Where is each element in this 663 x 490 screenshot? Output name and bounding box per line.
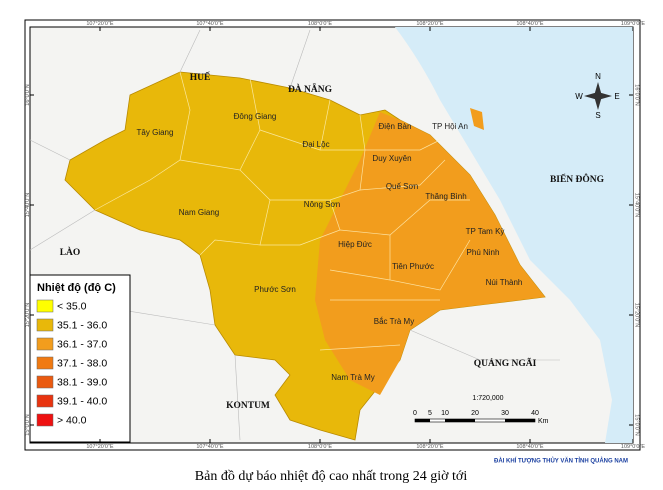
lon-label: 107°40'0"E [196, 444, 224, 450]
legend-swatch [36, 356, 54, 370]
lon-label: 107°40'0"E [196, 21, 224, 27]
district-borders [94, 71, 471, 351]
hot-zone [315, 112, 545, 395]
compass: N E S W [575, 72, 619, 120]
sea [395, 27, 633, 443]
scale-tick: 0 [413, 410, 417, 417]
regions: HUẾ ĐÀ NẴNG LÀO KONTUM QUẢNG NGÃI BIỂN Đ… [60, 70, 605, 411]
lat-label: 15°40'0"N [634, 193, 640, 217]
scale-segment [505, 419, 535, 422]
legend: Nhiệt độ (độ C) < 35.0 35.1 - 36.0 36.1 - 3… [29, 274, 131, 443]
legend-swatch [36, 375, 54, 389]
district: Duy Xuyên [372, 154, 411, 163]
lat-label: 15°0'0"N [25, 414, 31, 435]
scale-ratio: 1:720,000 [472, 395, 503, 402]
region: HUẾ [190, 70, 211, 83]
district: Nam Giang [179, 208, 219, 217]
scale-segment [415, 419, 430, 422]
scale-segment [445, 419, 475, 422]
scale-tick: 20 [471, 410, 479, 417]
compass-s: S [595, 111, 600, 120]
lat-label: 16°0'0"N [25, 84, 31, 105]
districts: Tây Giang Đông Giang Đại Lộc Điện Bàn TP… [137, 112, 523, 382]
district: Phú Ninh [467, 248, 500, 257]
district: Hiệp Đức [338, 240, 372, 249]
lon-label: 108°20'0"E [416, 21, 444, 27]
region: KONTUM [226, 401, 270, 411]
district: Điện Bàn [379, 122, 412, 131]
lon-label: 108°40'0"E [516, 21, 544, 27]
legend-swatch [36, 299, 54, 313]
district: Thăng Bình [425, 192, 466, 201]
lat-label: 15°20'0"N [634, 303, 640, 327]
region: ĐÀ NẴNG [288, 82, 333, 95]
legend-swatch [36, 318, 54, 332]
legend-label: 38.1 - 39.0 [57, 376, 107, 388]
graticule: 107°20'0"E 107°20'0"E 107°40'0"E 107°40'0"E… [25, 21, 645, 450]
district: Quế Sơn [386, 182, 418, 191]
lon-label: 109°0'0"E [621, 444, 645, 450]
lon-label: 108°40'0"E [516, 444, 544, 450]
legend-title: Nhiệt độ (độ C) [37, 282, 116, 294]
compass-rose [584, 82, 612, 110]
legend-swatch [36, 394, 54, 408]
district: Đại Lộc [302, 140, 329, 149]
lon-label: 108°0'0"E [308, 21, 332, 27]
district: Bắc Trà My [374, 317, 414, 326]
district: TP Hội An [432, 122, 468, 131]
lon-label: 107°20'0"E [86, 444, 114, 450]
scale-unit: Km [538, 418, 549, 425]
legend-label: 35.1 - 36.0 [57, 319, 107, 331]
lon-label: 107°20'0"E [86, 21, 114, 27]
scale-tick: 30 [501, 410, 509, 417]
compass-e: E [614, 92, 619, 101]
legend-swatch [36, 337, 54, 351]
scale-tick: 40 [531, 410, 539, 417]
legend-label: 37.1 - 38.0 [57, 357, 107, 369]
district: Đông Giang [234, 112, 277, 121]
lat-label: 15°20'0"N [25, 303, 31, 327]
region: LÀO [60, 246, 81, 258]
scale-tick: 10 [441, 410, 449, 417]
legend-label: > 40.0 [57, 414, 87, 426]
lon-label: 108°20'0"E [416, 444, 444, 450]
caption: Bản đồ dự báo nhiệt độ cao nhất trong 24… [195, 469, 468, 484]
district: TP Tam Kỳ [466, 227, 505, 236]
legend-swatch [36, 413, 54, 427]
district: Núi Thành [486, 278, 523, 287]
district: Tiên Phước [392, 262, 434, 271]
lat-label: 15°40'0"N [25, 193, 31, 217]
island [470, 108, 484, 130]
scale-tick: 5 [428, 410, 432, 417]
lon-label: 108°0'0"E [308, 444, 332, 450]
legend-label: 39.1 - 40.0 [57, 395, 107, 407]
compass-w: W [575, 92, 583, 101]
borders [29, 29, 560, 441]
lat-label: 16°0'0"N [634, 84, 640, 105]
district: Nông Sơn [304, 200, 340, 209]
region: BIỂN ĐÔNG [550, 172, 605, 185]
lon-label: 109°0'0"E [621, 21, 645, 27]
district: Phước Sơn [254, 285, 296, 294]
lat-label: 15°0'0"N [634, 414, 640, 435]
district: Tây Giang [137, 128, 174, 137]
district: Nam Trà My [331, 373, 375, 382]
compass-n: N [595, 72, 601, 81]
legend-label: < 35.0 [57, 300, 87, 312]
credit: ĐÀI KHÍ TƯỢNG THỦY VĂN TỈNH QUẢNG NAM [494, 457, 628, 465]
region: QUẢNG NGÃI [474, 357, 537, 369]
legend-label: 36.1 - 37.0 [57, 338, 107, 350]
